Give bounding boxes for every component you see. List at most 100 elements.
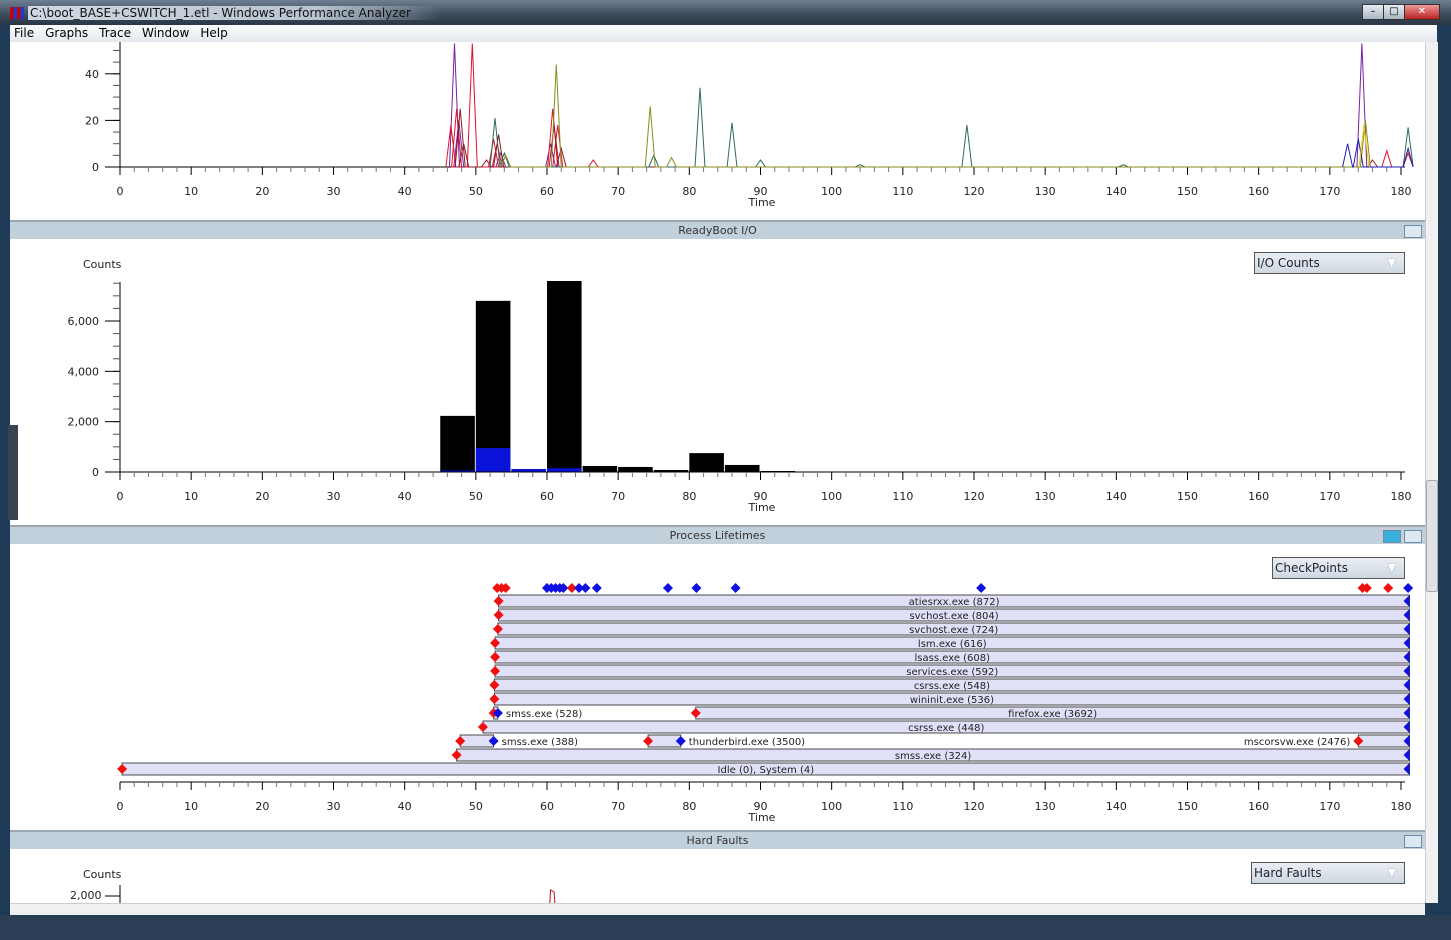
vertical-scrollbar[interactable]	[1425, 42, 1438, 903]
process-end-arrow	[1403, 623, 1410, 635]
lifetimes-collapse-button[interactable]	[1404, 530, 1422, 543]
cpu-x-tick-label: 160	[1248, 185, 1269, 198]
checkpoint-marker	[580, 583, 591, 593]
menu-help[interactable]: Help	[200, 26, 228, 40]
lifetimes-options-button[interactable]	[1383, 530, 1401, 543]
vertical-scroll-thumb[interactable]	[1426, 480, 1438, 592]
checkpoints-value: CheckPoints	[1275, 561, 1348, 575]
close-button[interactable]: ✕	[1404, 4, 1440, 20]
io-bar	[475, 300, 511, 472]
lifetimes-x-tick-label: 30	[327, 800, 341, 813]
io-x-tick-label: 180	[1391, 490, 1412, 503]
hard-faults-series-line	[549, 889, 556, 903]
cpu-x-tick-label: 50	[469, 185, 483, 198]
process-start-marker	[492, 624, 503, 634]
io-x-tick-label: 150	[1177, 490, 1198, 503]
io-bar	[440, 415, 475, 472]
lifetimes-x-tick-label: 60	[540, 800, 554, 813]
io-bar-blue-segment	[475, 448, 511, 472]
lifetimes-x-tick-label: 130	[1035, 800, 1056, 813]
process-start-marker	[451, 750, 462, 760]
chevron-down-icon: ▼	[1387, 561, 1396, 574]
process-label: services.exe (592)	[906, 667, 998, 678]
checkpoint-marker	[730, 583, 741, 593]
process-start-marker	[489, 680, 500, 690]
process-end-arrow	[1403, 749, 1410, 761]
lifetimes-x-tick-label: 160	[1248, 800, 1269, 813]
process-end-marker	[675, 736, 686, 746]
hard-faults-dropdown[interactable]: Hard Faults ▼	[1251, 862, 1405, 884]
process-label: firefox.exe (3692)	[1008, 709, 1097, 720]
process-label: smss.exe (528)	[506, 709, 582, 720]
cpu-y-tick-label: 20	[85, 114, 99, 127]
menu-trace[interactable]: Trace	[99, 26, 131, 40]
lifetimes-x-tick-label: 120	[964, 800, 985, 813]
cpu-x-tick-label: 60	[540, 185, 554, 198]
checkpoint-marker	[1361, 583, 1372, 593]
io-x-tick-label: 10	[184, 490, 198, 503]
cpu-series-line	[500, 64, 1371, 168]
cpu-series-line	[489, 87, 1414, 168]
io-x-tick-label: 160	[1248, 490, 1269, 503]
readyboot-collapse-button[interactable]	[1404, 225, 1422, 238]
process-label: lsm.exe (616)	[918, 639, 987, 650]
process-end-arrow	[1403, 763, 1410, 775]
process-label: smss.exe (324)	[895, 751, 971, 762]
process-end-arrow	[1403, 637, 1410, 649]
title-bar: C:\boot_BASE+CSWITCH_1.etl - Windows Per…	[0, 0, 1451, 25]
lifetimes-x-tick-label: 20	[255, 800, 269, 813]
io-y-tick-label: 2,000	[68, 416, 100, 429]
process-start-marker	[643, 736, 654, 746]
cpu-x-tick-label: 30	[327, 185, 341, 198]
process-label: smss.exe (388)	[502, 737, 578, 748]
menu-window[interactable]: Window	[142, 26, 190, 40]
io-x-tick-label: 100	[821, 490, 842, 503]
lifetimes-x-tick-label: 40	[398, 800, 412, 813]
readyboot-title: ReadyBoot I/O	[678, 224, 757, 237]
hard-faults-collapse-button[interactable]	[1404, 835, 1422, 848]
side-panel-handle[interactable]	[8, 425, 18, 520]
io-counts-value: I/O Counts	[1257, 256, 1320, 270]
io-x-tick-label: 90	[754, 490, 768, 503]
io-counts-dropdown[interactable]: I/O Counts ▼	[1254, 252, 1405, 274]
lifetimes-x-tick-label: 110	[892, 800, 913, 813]
io-bar	[689, 453, 724, 472]
io-y-tick-label: 6,000	[68, 315, 100, 328]
menu-graphs[interactable]: Graphs	[45, 26, 89, 40]
process-label: lsass.exe (608)	[915, 653, 991, 664]
process-start-marker	[455, 736, 466, 746]
lifetimes-x-tick-label: 80	[682, 800, 696, 813]
io-x-tick-label: 170	[1319, 490, 1340, 503]
io-x-tick-label: 50	[469, 490, 483, 503]
cpu-x-tick-label: 110	[892, 185, 913, 198]
cpu-x-tick-label: 170	[1319, 185, 1340, 198]
io-y-tick-label: 0	[92, 466, 99, 479]
checkpoints-dropdown[interactable]: CheckPoints ▼	[1272, 557, 1405, 579]
io-x-tick-label: 40	[398, 490, 412, 503]
menu-file[interactable]: File	[14, 26, 35, 40]
cpu-x-tick-label: 100	[821, 185, 842, 198]
checkpoint-marker	[1403, 583, 1414, 593]
cpu-x-tick-label: 90	[754, 185, 768, 198]
io-x-tick-label: 30	[327, 490, 341, 503]
io-x-tick-label: 130	[1035, 490, 1056, 503]
checkpoint-marker	[500, 583, 511, 593]
cpu-x-tick-label: 40	[398, 185, 412, 198]
lifetimes-x-tick-label: 150	[1177, 800, 1198, 813]
checkpoint-marker	[591, 583, 602, 593]
process-end-marker	[488, 736, 499, 746]
hard-faults-header: Hard Faults	[10, 830, 1425, 849]
cpu-y-tick-label: 40	[85, 68, 99, 81]
process-start-marker	[489, 694, 500, 704]
readyboot-ylabel: Counts	[83, 258, 122, 271]
lifetimes-x-tick-label: 170	[1319, 800, 1340, 813]
process-label: csrss.exe (548)	[914, 681, 990, 692]
horizontal-scrollbar[interactable]	[10, 903, 1425, 916]
process-end-marker	[492, 708, 503, 718]
process-start-marker	[477, 722, 488, 732]
io-x-tick-label: 140	[1106, 490, 1127, 503]
io-bar	[547, 280, 582, 472]
io-y-tick-label: 4,000	[68, 365, 100, 378]
process-end-arrow	[1403, 595, 1410, 607]
